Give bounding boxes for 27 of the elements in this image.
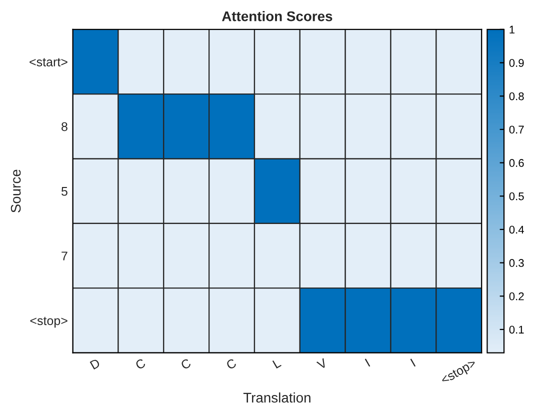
color-bar-label: 0.8 — [509, 92, 524, 100]
color-bar-label: 0.3 — [509, 259, 524, 267]
x-tick-label: C — [180, 358, 192, 370]
color-bar-label: 0.9 — [509, 59, 524, 67]
color-bar-label: 1 — [510, 26, 514, 34]
x-tick-label: I — [410, 358, 416, 367]
color-bar-label: 0.5 — [509, 192, 524, 200]
y-tick-label: <start> — [30, 58, 68, 66]
x-tick-label: C — [226, 358, 237, 370]
x-tick-label: C — [134, 358, 146, 370]
color-bar-label: 0.7 — [509, 126, 524, 134]
y-tick-label: 5 — [61, 187, 68, 196]
x-tick-label: I — [364, 358, 370, 367]
chart-title: Attention Scores — [222, 11, 332, 22]
x-tick-label: D — [90, 358, 101, 370]
color-bar-label: 0.2 — [509, 292, 524, 300]
y-tick-label: 8 — [62, 122, 68, 132]
y-tick-label: 7 — [62, 252, 68, 260]
y-tick-label: <stop> — [30, 316, 68, 328]
color-bar-label: 0.6 — [509, 159, 524, 167]
x-axis-title: Translation — [243, 392, 310, 403]
x-tick-label: <stop> — [440, 358, 478, 387]
x-tick-label: V — [316, 358, 328, 370]
y-axis-title: Source — [10, 170, 21, 212]
color-bar-label: 0.1 — [509, 326, 524, 334]
color-bar-label: 0.4 — [509, 226, 524, 234]
x-tick-label: L — [272, 358, 282, 368]
